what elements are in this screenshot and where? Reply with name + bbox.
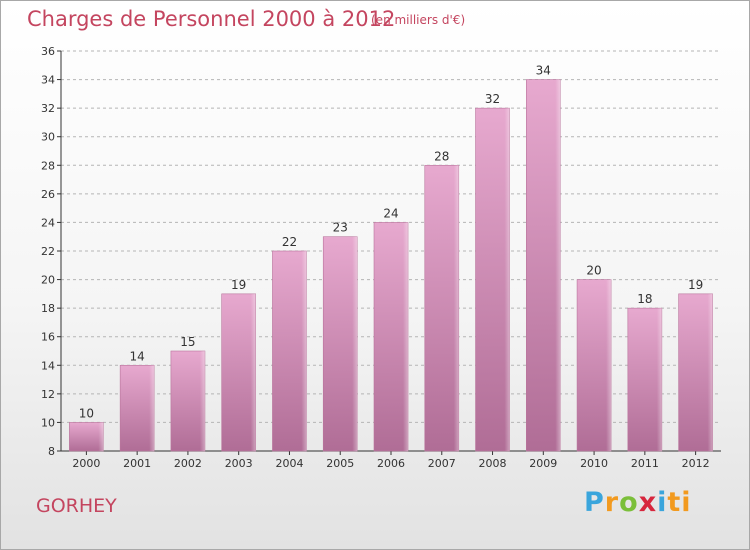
y-tick-label: 14 (41, 359, 55, 372)
x-tick-label: 2007 (428, 457, 456, 470)
bar-value-label: 34 (536, 64, 551, 78)
y-tick-label: 16 (41, 331, 55, 344)
bar-highlight (199, 351, 205, 451)
bar-value-label: 10 (79, 406, 94, 420)
logo-letter: P (584, 487, 605, 518)
x-tick-label: 2010 (580, 457, 608, 470)
logo-letter: r (604, 487, 620, 518)
logo-letter: x (638, 487, 658, 518)
bar-value-label: 18 (637, 292, 652, 306)
x-tick-label: 2012 (682, 457, 710, 470)
x-tick-label: 2011 (631, 457, 659, 470)
x-tick-label: 2005 (326, 457, 354, 470)
proxiti-logo: Proxiti (584, 487, 692, 518)
x-tick-label: 2003 (225, 457, 253, 470)
bar (424, 164, 460, 452)
x-tick-label: 2008 (479, 457, 507, 470)
y-tick-label: 28 (41, 159, 55, 172)
labels: 8 10 12 14 16 18 20 22 24 26 28 30 32 34 36 10 2000 14 200… (41, 45, 710, 470)
y-tick-label: 34 (41, 74, 55, 87)
bar (526, 79, 561, 452)
bar-value-label: 24 (383, 206, 398, 220)
bar-highlight (301, 251, 307, 451)
chart-subtitle: (en milliers d'€) (371, 13, 466, 27)
bar (69, 422, 104, 452)
bar (119, 364, 155, 452)
logo-letter: ti (667, 487, 692, 518)
bar-highlight (504, 108, 510, 452)
y-tick-label: 18 (41, 302, 55, 315)
x-tick-label: 2001 (123, 457, 151, 470)
y-tick-label: 26 (41, 188, 55, 201)
bar (170, 350, 206, 452)
bar-highlight (403, 222, 408, 451)
y-tick-label: 20 (41, 274, 55, 287)
y-tick-label: 30 (41, 131, 55, 144)
logo-letter: i (657, 487, 668, 518)
bar (475, 107, 510, 452)
bar-highlight (606, 279, 612, 451)
bar (221, 293, 256, 452)
bar (322, 236, 358, 452)
chart-title: Charges de Personnel 2000 à 2012 (27, 7, 396, 31)
x-tick-label: 2000 (72, 457, 100, 470)
bar-value-label: 23 (333, 221, 348, 235)
bar-value-label: 19 (688, 278, 703, 292)
bar-highlight (453, 165, 459, 452)
logo-letter: o (619, 487, 639, 518)
bars (69, 79, 713, 452)
y-tick-label: 12 (41, 388, 55, 401)
bar-value-label: 28 (434, 149, 449, 163)
x-tick-label: 2009 (529, 457, 557, 470)
bar (272, 250, 307, 452)
bar-highlight (250, 293, 256, 451)
bar-highlight (656, 308, 662, 451)
y-tick-label: 10 (41, 416, 55, 429)
bar-value-label: 14 (130, 349, 145, 363)
bar (576, 279, 612, 452)
y-tick-label: 36 (41, 45, 55, 58)
y-tick-label: 24 (41, 216, 55, 229)
bar-highlight (149, 365, 155, 451)
bar-highlight (98, 422, 104, 451)
bar (627, 307, 663, 452)
bar-value-label: 15 (180, 335, 195, 349)
y-tick-label: 22 (41, 245, 55, 258)
bar (373, 222, 409, 452)
bar-highlight (707, 293, 713, 451)
bar-highlight (352, 236, 358, 451)
y-tick-label: 8 (48, 445, 55, 458)
bar-value-label: 20 (586, 264, 601, 278)
bar-value-label: 19 (231, 278, 246, 292)
bar (678, 293, 713, 452)
bar-value-label: 32 (485, 92, 500, 106)
bar-value-label: 22 (282, 235, 297, 249)
commune-name: GORHEY (36, 495, 117, 517)
x-tick-label: 2004 (275, 457, 303, 470)
x-tick-label: 2006 (377, 457, 405, 470)
x-tick-label: 2002 (174, 457, 202, 470)
bar-highlight (555, 79, 561, 452)
y-tick-label: 32 (41, 102, 55, 115)
